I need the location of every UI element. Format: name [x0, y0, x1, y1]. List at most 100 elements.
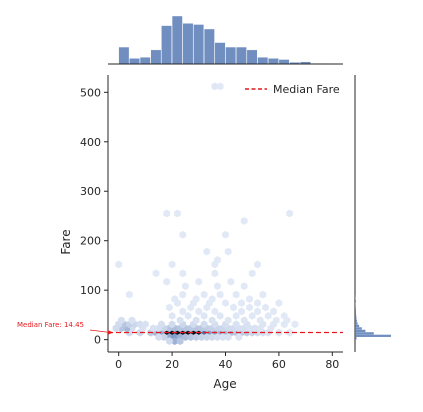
fare-marginal-histogram [354, 75, 391, 352]
hexbin-cell [184, 311, 192, 320]
hexbin-cell [171, 337, 179, 346]
age-hist-bar [203, 28, 215, 65]
hexbin-cell [232, 290, 240, 299]
hexbin-cell [230, 303, 237, 312]
y-tick-label: 0 [94, 334, 101, 347]
hexbin-cell [211, 307, 219, 316]
hexbin-cell [174, 209, 181, 218]
hexbin-cell [158, 320, 165, 329]
hexbin-cell [171, 295, 179, 303]
hexbin-cell [246, 295, 253, 303]
age-hist-bar [171, 15, 183, 65]
hexbin-cell [192, 295, 200, 303]
hexbin-cell [200, 311, 208, 320]
median-annotation-text: Median Fare: 14.45 [17, 321, 84, 329]
hexbin-cell [264, 311, 272, 320]
hexbin-cell [216, 82, 224, 91]
hexbin-cell [128, 316, 136, 325]
hexbin-cell [262, 303, 269, 312]
hexbin-cell [192, 333, 200, 342]
fare-hist-bar [355, 322, 358, 325]
hexbin-cell [125, 290, 133, 299]
age-hist-bar [161, 25, 172, 65]
hexbin-cell [275, 299, 283, 307]
hexbin-cell [117, 316, 125, 325]
age-hist-bar [268, 58, 279, 65]
hexbin-cell [286, 209, 293, 218]
hexbin-cell [280, 311, 288, 320]
hexbin-cell [214, 333, 221, 342]
hexbin-cell [248, 269, 256, 278]
age-hist-bar [182, 23, 194, 65]
hexbin-cell [179, 269, 187, 278]
hexbin-cell [152, 269, 160, 278]
hexbin-cell [219, 333, 227, 342]
hexbin-cell [227, 277, 235, 286]
hexbin-cell [198, 333, 205, 342]
age-hist-bar [235, 46, 247, 65]
x-tick-label: 20 [165, 358, 179, 371]
hexbin-cell [176, 337, 184, 346]
age-marginal-histogram [108, 15, 343, 65]
hexbin-cell [182, 282, 189, 291]
y-axis-label: Fare [59, 229, 73, 254]
x-tick-label: 0 [115, 358, 122, 371]
hexbin-cell [246, 303, 253, 312]
age-hist-bar [118, 46, 130, 65]
hexbin-cell [187, 333, 195, 342]
hexbin-cell [222, 299, 229, 307]
hexbin-cell [232, 311, 240, 320]
fare-hist-bar [355, 327, 362, 330]
y-tick-label: 200 [80, 235, 101, 248]
hexbin-cell [291, 320, 299, 329]
age-hist-bar [129, 58, 140, 65]
hexbin-cell [166, 337, 173, 346]
fare-hist-bar [355, 317, 357, 320]
age-hist-bar [246, 49, 258, 65]
y-tick-label: 300 [80, 185, 101, 198]
annotation-arrow-line [89, 329, 111, 333]
age-hist-bar [139, 57, 151, 65]
fare-hist-bar [355, 309, 356, 313]
hexbin-cell [240, 217, 248, 225]
age-hist-bar [278, 59, 290, 65]
fare-hist-bar [355, 334, 391, 337]
hexbin-cell [150, 324, 157, 333]
hexbin-cell [179, 290, 187, 299]
hexbin-cell [286, 328, 293, 337]
hexbin-cell [176, 316, 184, 325]
hexbin-cell [216, 290, 224, 299]
hexbin-cell [168, 311, 176, 320]
hexbin-cell [168, 260, 176, 269]
hexbin-cell [203, 333, 211, 342]
fare-hist-bar [355, 337, 357, 340]
main-axes: 0 20 40 60 80 0 100 200 300 400 500 [80, 75, 343, 371]
fare-hist-bar [355, 319, 357, 323]
hexbin-cell [214, 256, 221, 264]
hexbin-cell [200, 320, 208, 329]
hexbin-cell [195, 277, 203, 286]
hexbin-cell [211, 82, 219, 91]
hexbin-cell [208, 316, 216, 325]
age-hist-bar [257, 57, 269, 65]
x-axis-label: Age [213, 377, 236, 391]
hexbin-cell [240, 316, 248, 325]
hexbin-cell [155, 333, 163, 342]
hexbin-cell [136, 320, 144, 329]
hexbin-cell [208, 333, 216, 342]
hexbin-cell [211, 269, 219, 278]
hexbin-cell [203, 247, 211, 256]
hexbin-cell [214, 282, 221, 291]
fare-hist-bar [355, 332, 374, 335]
hexbin-cell [182, 333, 189, 342]
hexbin-cell [200, 290, 208, 299]
x-tick-label: 60 [272, 358, 286, 371]
hexbin-cell [240, 282, 248, 291]
fare-hist-bar [355, 324, 360, 328]
fare-hist-bar [355, 300, 356, 303]
hexbin-cell [160, 333, 168, 342]
fare-hist-bar [355, 297, 356, 300]
y-tick-label: 500 [80, 86, 101, 99]
hexbin-cell [224, 333, 232, 342]
hexbin-cell [195, 307, 203, 316]
